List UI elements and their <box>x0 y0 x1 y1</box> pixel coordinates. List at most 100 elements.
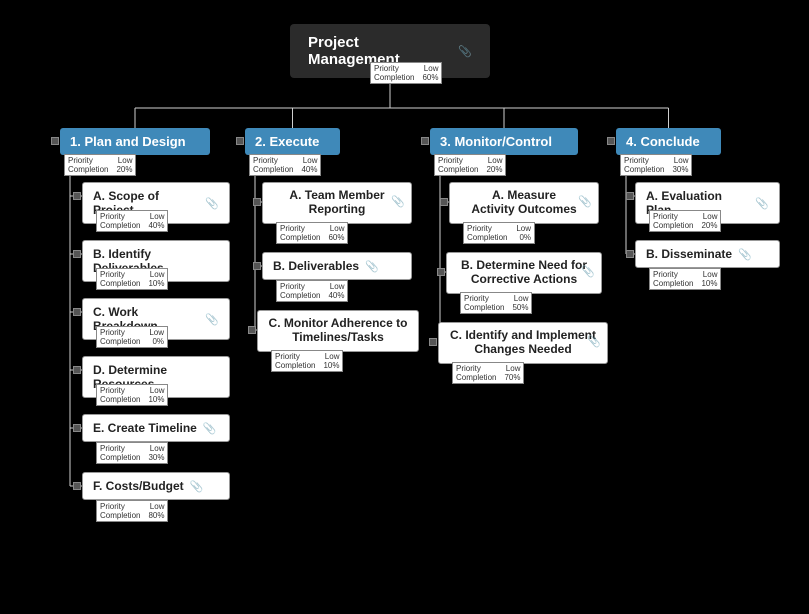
meta-completion-value: 60% <box>328 233 344 242</box>
leaf-plan-f[interactable]: F. Costs/Budget📎 <box>82 472 230 500</box>
leaf-plan-a-meta: PriorityLowCompletion40% <box>96 210 168 232</box>
branch-conclude-meta: PriorityLowCompletion30% <box>620 154 692 176</box>
meta-priority-label: Priority <box>653 270 678 279</box>
meta-completion-label: Completion <box>280 291 320 300</box>
leaf-exec-b[interactable]: B. Deliverables📎 <box>262 252 412 280</box>
meta-completion-value: 0% <box>519 233 531 242</box>
meta-completion-label: Completion <box>100 221 140 230</box>
branch-plan-toggle[interactable] <box>51 137 59 145</box>
leaf-exec-a-toggle[interactable] <box>253 198 261 206</box>
leaf-label: A. Team Member <box>289 189 384 203</box>
meta-completion-value: 40% <box>148 221 164 230</box>
leaf-exec-a[interactable]: A. Team MemberReporting📎 <box>262 182 412 224</box>
paperclip-icon: 📎 <box>205 197 219 210</box>
leaf-plan-e-toggle[interactable] <box>73 424 81 432</box>
meta-priority-value: Low <box>330 224 345 233</box>
leaf-plan-d-toggle[interactable] <box>73 366 81 374</box>
meta-priority-value: Low <box>150 386 165 395</box>
branch-monitor-toggle[interactable] <box>421 137 429 145</box>
meta-priority-label: Priority <box>464 294 489 303</box>
meta-completion-label: Completion <box>100 511 140 520</box>
leaf-label-2: Timelines/Tasks <box>292 331 384 345</box>
meta-priority-value: Low <box>514 294 529 303</box>
meta-priority-value: Low <box>325 352 340 361</box>
leaf-plan-b-toggle[interactable] <box>73 250 81 258</box>
leaf-exec-c[interactable]: C. Monitor Adherence toTimelines/Tasks <box>257 310 419 352</box>
leaf-label: C. Monitor Adherence to <box>269 317 408 331</box>
leaf-mon-c[interactable]: C. Identify and ImplementChanges Needed📎 <box>438 322 608 364</box>
meta-priority-value: Low <box>303 156 318 165</box>
meta-priority-label: Priority <box>275 352 300 361</box>
leaf-plan-b-meta: PriorityLowCompletion10% <box>96 268 168 290</box>
branch-monitor[interactable]: 3. Monitor/Control <box>430 128 578 155</box>
meta-completion-label: Completion <box>100 395 140 404</box>
paperclip-icon: 📎 <box>578 196 592 209</box>
leaf-mon-c-toggle[interactable] <box>429 338 437 346</box>
leaf-label: E. Create Timeline <box>93 421 197 435</box>
leaf-con-b-meta: PriorityLowCompletion10% <box>649 268 721 290</box>
leaf-exec-a-meta: PriorityLowCompletion60% <box>276 222 348 244</box>
meta-priority-value: Low <box>506 364 521 373</box>
leaf-plan-f-meta: Priority Low Completion 80% <box>96 500 168 522</box>
branch-execute-toggle[interactable] <box>236 137 244 145</box>
meta-completion-value: 70% <box>504 373 520 382</box>
leaf-plan-e-meta: PriorityLowCompletion30% <box>96 442 168 464</box>
meta-priority-label: Priority <box>100 328 125 337</box>
meta-priority-value: Low <box>150 502 165 511</box>
leaf-con-b-toggle[interactable] <box>626 250 634 258</box>
leaf-plan-f-toggle[interactable] <box>73 482 81 490</box>
meta-completion-label: Completion <box>438 165 478 174</box>
leaf-mon-c-meta: PriorityLowCompletion70% <box>452 362 524 384</box>
meta-priority-label: Priority <box>100 386 125 395</box>
leaf-con-b[interactable]: B. Disseminate📎 <box>635 240 780 268</box>
meta-priority-label: Priority <box>653 212 678 221</box>
leaf-plan-a-toggle[interactable] <box>73 192 81 200</box>
leaf-mon-b[interactable]: B. Determine Need forCorrective Actions📎 <box>446 252 602 294</box>
meta-priority-value: Low <box>330 282 345 291</box>
branch-conclude[interactable]: 4. Conclude <box>616 128 721 155</box>
branch-execute-meta: PriorityLowCompletion40% <box>249 154 321 176</box>
meta-priority-label: Priority <box>280 282 305 291</box>
leaf-mon-b-toggle[interactable] <box>437 268 445 276</box>
leaf-label: C. Identify and Implement <box>450 329 596 343</box>
root-meta: PriorityLowCompletion60% <box>370 62 442 84</box>
branch-execute[interactable]: 2. Execute <box>245 128 340 155</box>
meta-completion-value: 80% <box>148 511 164 520</box>
meta-completion-label: Completion <box>653 221 693 230</box>
paperclip-icon: 📎 <box>365 260 379 273</box>
meta-completion-value: 10% <box>323 361 339 370</box>
meta-completion-value: 10% <box>148 279 164 288</box>
meta-completion-value: 10% <box>148 395 164 404</box>
leaf-mon-a-toggle[interactable] <box>440 198 448 206</box>
paperclip-icon: 📎 <box>587 336 601 349</box>
meta-priority-value: Low <box>516 224 531 233</box>
branch-plan-meta: PriorityLowCompletion20% <box>64 154 136 176</box>
meta-priority-label: Priority <box>467 224 492 233</box>
meta-completion-label: Completion <box>100 279 140 288</box>
meta-priority-label: Priority <box>68 156 93 165</box>
branch-label: 1. Plan and Design <box>70 134 186 149</box>
meta-completion-label: Completion <box>253 165 293 174</box>
paperclip-icon: 📎 <box>190 480 204 493</box>
leaf-label: B. Disseminate <box>646 247 732 261</box>
branch-conclude-toggle[interactable] <box>607 137 615 145</box>
meta-priority-label: Priority <box>100 502 125 511</box>
meta-completion-label: Completion <box>100 337 140 346</box>
meta-completion-value: 30% <box>148 453 164 462</box>
leaf-exec-b-toggle[interactable] <box>253 262 261 270</box>
meta-priority-value: Low <box>118 156 133 165</box>
meta-completion-label: Completion <box>653 279 693 288</box>
leaf-exec-c-toggle[interactable] <box>248 326 256 334</box>
meta-priority-label: Priority <box>280 224 305 233</box>
meta-completion-label: Completion <box>624 165 664 174</box>
branch-plan[interactable]: 1. Plan and Design <box>60 128 210 155</box>
meta-priority-value: Low <box>150 444 165 453</box>
leaf-plan-c-toggle[interactable] <box>73 308 81 316</box>
branch-monitor-meta: PriorityLowCompletion20% <box>434 154 506 176</box>
leaf-plan-e[interactable]: E. Create Timeline📎 <box>82 414 230 442</box>
meta-priority-value: Low <box>424 64 439 73</box>
leaf-mon-a[interactable]: A. MeasureActivity Outcomes📎 <box>449 182 599 224</box>
branch-label: 4. Conclude <box>626 134 700 149</box>
leaf-con-a-toggle[interactable] <box>626 192 634 200</box>
leaf-con-a-meta: PriorityLowCompletion20% <box>649 210 721 232</box>
